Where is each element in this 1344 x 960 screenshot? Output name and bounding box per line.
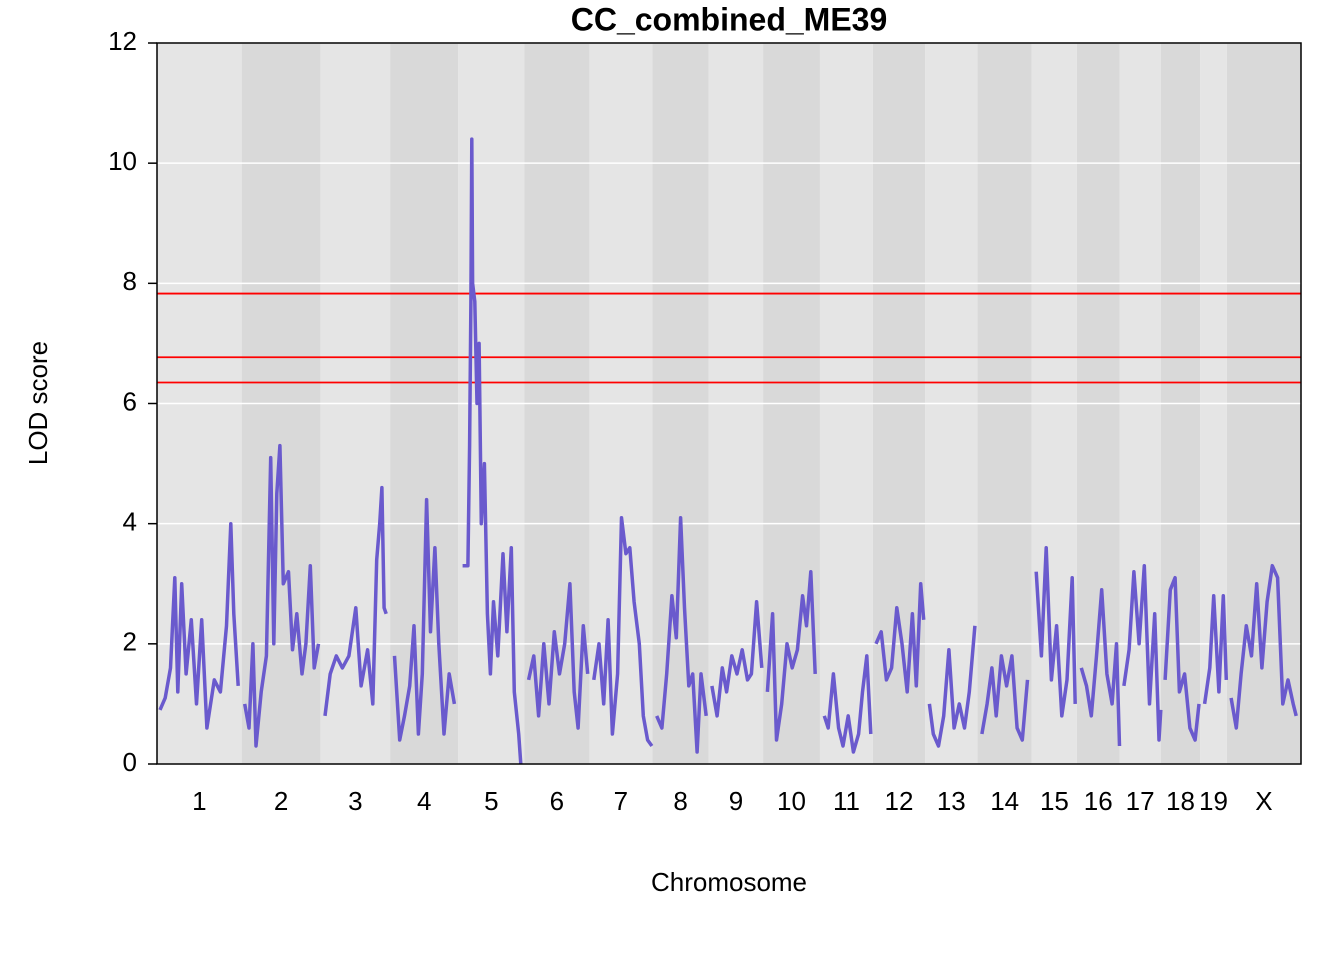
x-tick-label: 2 (274, 786, 288, 816)
x-tick-label: 9 (729, 786, 743, 816)
lod-line (710, 600, 764, 718)
y-tick-label: 8 (123, 266, 137, 296)
lod-line (392, 497, 457, 742)
x-tick-label: 12 (885, 786, 914, 816)
x-tick-label: 8 (673, 786, 687, 816)
x-tick-label: 13 (937, 786, 966, 816)
lod-line (822, 654, 873, 754)
lod-line (158, 521, 240, 730)
lod-line (980, 654, 1030, 742)
x-tick-label: 11 (833, 786, 860, 816)
lod-line (592, 515, 654, 748)
x-tick-label: 5 (484, 786, 498, 816)
y-tick-label: 0 (123, 747, 137, 777)
lod-line (655, 515, 708, 754)
lod-line (1034, 545, 1077, 718)
lod-line (1163, 575, 1201, 742)
lod-line (242, 443, 321, 748)
chart-title: CC_combined_ME39 (571, 1, 888, 37)
lod-line (1079, 588, 1122, 747)
x-tick-label: 10 (777, 786, 806, 816)
lod-line (323, 485, 388, 717)
x-tick-label: X (1255, 786, 1272, 816)
lod-line (765, 569, 817, 742)
x-tick-label: 16 (1084, 786, 1113, 816)
lod-line (526, 582, 590, 730)
x-tick-label: 17 (1126, 786, 1155, 816)
x-tick-label: 18 (1166, 786, 1195, 816)
x-tick-label: 1 (192, 786, 206, 816)
x-tick-label: 19 (1199, 786, 1228, 816)
y-tick-label: 6 (123, 386, 137, 416)
lod-line (1122, 563, 1163, 742)
y-tick-label: 12 (108, 26, 137, 56)
lod-line (462, 137, 523, 765)
y-tick-label: 10 (108, 146, 137, 176)
lod-line (927, 625, 977, 748)
x-tick-label: 15 (1040, 786, 1069, 816)
x-tick-label: 7 (614, 786, 628, 816)
y-axis-label: LOD score (23, 341, 53, 465)
lod-line (1229, 563, 1298, 730)
lod-line (874, 582, 926, 694)
y-tick-label: 4 (123, 507, 137, 537)
plot-frame (156, 42, 1302, 765)
y-tick-label: 2 (123, 627, 137, 657)
x-tick-label: 4 (417, 786, 431, 816)
x-tick-label: 14 (990, 786, 1019, 816)
x-axis-label: Chromosome (651, 867, 807, 897)
lod-line (1202, 594, 1229, 705)
x-tick-label: 6 (550, 786, 564, 816)
x-tick-label: 3 (348, 786, 362, 816)
